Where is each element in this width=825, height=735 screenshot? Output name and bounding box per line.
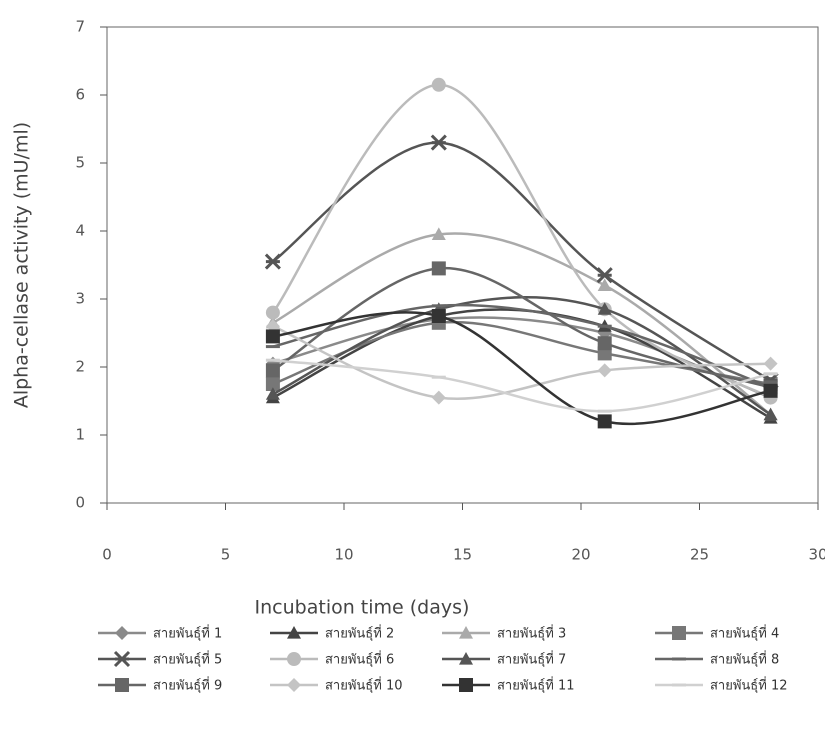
marker xyxy=(431,375,446,379)
marker xyxy=(597,409,612,413)
marker xyxy=(597,414,612,429)
marker xyxy=(596,267,613,284)
marker xyxy=(431,261,446,276)
y-tick-label: 0 xyxy=(75,494,85,512)
y-tick-label: 7 xyxy=(75,18,85,36)
x-tick-label: 20 xyxy=(571,546,590,564)
legend-label: สายพันธุ์ที่ 5 xyxy=(153,651,222,668)
x-axis-label: Incubation time (days) xyxy=(255,597,470,619)
legend-marker xyxy=(672,626,686,640)
marker xyxy=(265,305,280,320)
y-tick-label: 1 xyxy=(75,426,85,444)
legend-label: สายพันธุ์ที่ 4 xyxy=(710,625,779,642)
marker xyxy=(431,309,446,323)
series: สายพันธุ์ที่ 6 xyxy=(265,77,778,668)
series: สายพันธุ์ที่ 12 xyxy=(265,358,788,694)
series-line xyxy=(272,358,771,413)
x-tick-label: 10 xyxy=(334,546,353,564)
marker xyxy=(264,253,281,270)
legend-label: สายพันธุ์ที่ 1 xyxy=(153,625,222,642)
y-tick-label: 5 xyxy=(75,154,85,172)
x-tick-label: 15 xyxy=(453,546,472,564)
legend-marker xyxy=(672,683,686,687)
legend-label: สายพันธุ์ที่ 6 xyxy=(325,651,394,668)
legend-label: สายพันธุ์ที่ 10 xyxy=(325,677,403,694)
series: สายพันธุ์ที่ 3 xyxy=(265,227,778,642)
series-line xyxy=(271,83,772,399)
legend-marker xyxy=(287,678,301,692)
marker xyxy=(597,336,612,351)
series-line xyxy=(272,311,771,426)
series: สายพันธุ์ที่ 11 xyxy=(265,309,778,694)
legend-label: สายพันธุ์ที่ 9 xyxy=(153,677,222,694)
legend-label: สายพันธุ์ที่ 7 xyxy=(497,651,566,668)
marker xyxy=(597,363,612,378)
legend-label: สายพันธุ์ที่ 3 xyxy=(497,625,566,642)
series: สายพันธุ์ที่ 9 xyxy=(98,261,778,694)
series-line xyxy=(272,267,771,389)
marker xyxy=(763,356,778,371)
y-tick-label: 6 xyxy=(75,86,85,104)
legend-marker xyxy=(113,650,131,668)
legend-label: สายพันธุ์ที่ 2 xyxy=(325,625,394,642)
marker xyxy=(265,345,280,349)
marker xyxy=(763,407,778,421)
marker xyxy=(431,304,446,308)
legend-marker xyxy=(115,626,129,640)
series-line xyxy=(272,325,771,400)
x-tick-label: 0 xyxy=(102,546,112,564)
x-tick-label: 30 xyxy=(808,546,825,564)
marker xyxy=(597,324,612,328)
legend-marker xyxy=(459,626,473,639)
legend-marker xyxy=(672,657,686,661)
marker xyxy=(431,390,446,405)
legend-marker xyxy=(287,626,301,639)
marker xyxy=(265,358,280,362)
marker xyxy=(431,77,446,92)
marker xyxy=(265,387,280,400)
series: สายพันธุ์ที่ 5 xyxy=(98,134,779,668)
marker xyxy=(763,383,778,398)
marker xyxy=(265,363,280,378)
y-tick-label: 4 xyxy=(75,222,85,240)
legend-label: สายพันธุ์ที่ 11 xyxy=(497,677,575,694)
series-line xyxy=(272,141,772,382)
series: สายพันธุ์ที่ 1 xyxy=(98,312,778,642)
plot-frame xyxy=(106,26,819,504)
series-line xyxy=(272,303,772,389)
y-tick-label: 3 xyxy=(75,290,85,308)
x-tick-label: 5 xyxy=(221,546,231,564)
legend-label: สายพันธุ์ที่ 8 xyxy=(710,651,779,668)
y-tick-label: 2 xyxy=(75,358,85,376)
marker xyxy=(431,227,446,240)
series: สายพันธุ์ที่ 10 xyxy=(265,319,778,694)
series-line xyxy=(272,232,772,416)
marker xyxy=(265,377,280,391)
legend-marker xyxy=(459,652,473,665)
legend-marker xyxy=(115,678,129,692)
y-axis-label: Alpha-cellase activity (mU/ml) xyxy=(11,122,33,408)
marker xyxy=(597,278,612,291)
legend-marker xyxy=(459,678,473,692)
legend-marker xyxy=(287,652,301,666)
legend-label: สายพันธุ์ที่ 12 xyxy=(710,677,788,694)
marker xyxy=(763,372,778,376)
marker xyxy=(265,329,280,344)
marker xyxy=(430,134,447,151)
x-tick-label: 25 xyxy=(690,546,709,564)
marker xyxy=(597,302,612,315)
series: สายพันธุ์ที่ 8 xyxy=(265,303,779,668)
